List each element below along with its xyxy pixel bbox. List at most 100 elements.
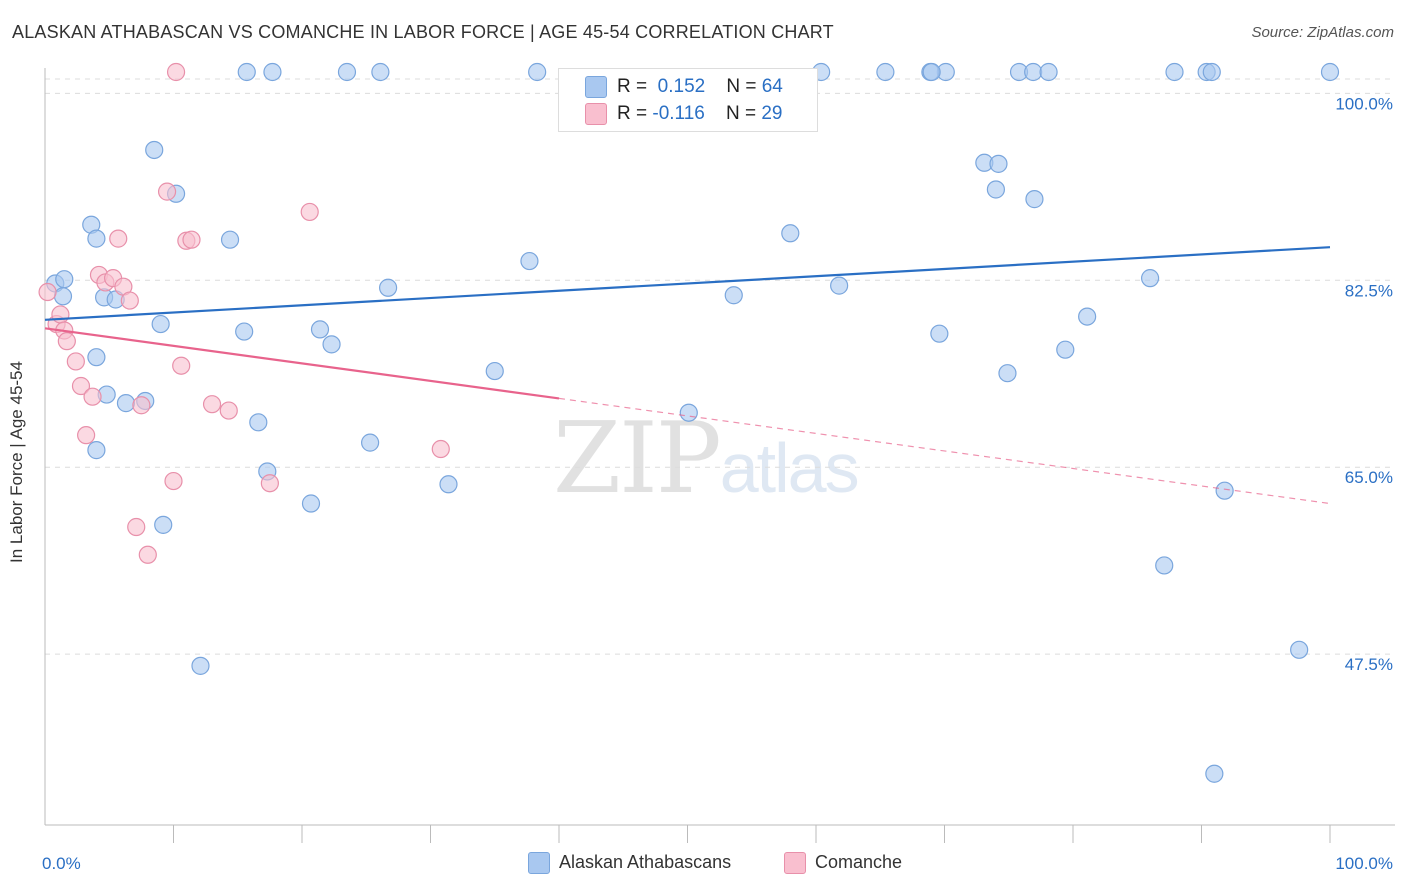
comanche-point (202, 395, 222, 414)
source-label: Source: ZipAtlas.com (1251, 24, 1394, 41)
alaskan-point (520, 251, 539, 271)
alaskan-point (1205, 764, 1224, 783)
alaskan-point (55, 270, 74, 289)
alaskan-point (724, 286, 743, 305)
alaskan-point (220, 230, 240, 249)
alaskan-point (1140, 269, 1160, 288)
comanche-point (57, 332, 76, 351)
alaskan-point (830, 276, 849, 295)
alaskan-point (679, 403, 698, 422)
comanche-point (431, 439, 450, 459)
alaskan-point (485, 361, 504, 381)
alaskan-point (337, 62, 357, 82)
alaskan-point (1039, 62, 1058, 82)
comanche-point (66, 352, 85, 371)
alaskan-point (1025, 190, 1044, 209)
alaskan-point (53, 287, 73, 306)
alaskan-point (1202, 62, 1221, 82)
alaskan-point (263, 62, 282, 82)
alaskan-point (1056, 340, 1075, 359)
alaskan-point (322, 335, 341, 354)
y-tick-label: 100.0% (1335, 94, 1393, 113)
legend-stats-comanche: R = -0.116 N = 29 (617, 103, 783, 124)
alaskan-point (876, 62, 895, 82)
alaskan-point (145, 140, 164, 160)
comanche-point (77, 426, 96, 445)
alaskan-point (371, 62, 390, 82)
alaskan-point (439, 475, 458, 494)
x-tick-label-max: 100.0% (1335, 854, 1393, 873)
comanche-legend-label: Comanche (815, 852, 903, 872)
comanche-trend-line (44, 327, 560, 400)
alaskan-point (87, 348, 106, 367)
y-tick-label: 82.5% (1345, 281, 1393, 300)
x-tick-label-min: 0.0% (42, 854, 81, 873)
comanche-point (120, 291, 139, 310)
alaskan-point (1215, 481, 1234, 500)
y-tick-label: 47.5% (1345, 655, 1393, 674)
alaskan-point (989, 154, 1008, 173)
y-tick-label: 65.0% (1345, 468, 1393, 487)
alaskan-point (930, 324, 949, 343)
alaskan-point (191, 656, 210, 675)
alaskan-trend-line (44, 246, 1331, 321)
n-value-comanche: 29 (761, 103, 783, 124)
bottom-legend-alaskan: Alaskan Athabascans (528, 852, 732, 875)
alaskan-point (151, 314, 170, 334)
comanche-trend-line-dashed (558, 397, 1331, 505)
alaskan-point (249, 413, 268, 432)
r-value-alaskan: 0.152 (657, 76, 706, 97)
alaskan-point (986, 180, 1006, 199)
comanche-point (182, 230, 201, 249)
alaskan-point (998, 364, 1017, 383)
comanche-point (51, 305, 70, 324)
y-axis-label: In Labor Force | Age 45-54 (7, 361, 26, 563)
comanche-point (83, 387, 102, 406)
alaskan-legend-swatch (528, 852, 550, 875)
legend-stats-alaskan: R = 0.152 N = 64 (617, 76, 783, 97)
alaskan-point (237, 62, 256, 82)
alaskan-legend-label: Alaskan Athabascans (559, 852, 732, 872)
alaskan-point (528, 62, 547, 82)
alaskan-point (116, 394, 136, 413)
comanche-point (166, 62, 186, 82)
r-value-comanche: -0.116 (652, 103, 705, 124)
alaskan-point (922, 62, 941, 82)
correlation-legend: R = 0.152 N = 64 R = -0.116 N = 29 (558, 68, 818, 132)
alaskan-point (361, 433, 380, 452)
alaskan-point (1165, 62, 1184, 82)
comanche-point (164, 471, 183, 491)
alaskan-point (87, 441, 106, 460)
chart-title: ALASKAN ATHABASCAN VS COMANCHE IN LABOR … (12, 22, 834, 42)
alaskan-point (781, 224, 800, 243)
comanche-point (127, 517, 146, 537)
bottom-legend-comanche: Comanche (784, 852, 903, 875)
alaskan-point (378, 278, 398, 297)
alaskan-point (87, 229, 106, 248)
alaskan-swatch (585, 76, 607, 98)
comanche-point (300, 202, 319, 222)
comanche-point (157, 182, 177, 201)
comanche-swatch (585, 103, 607, 125)
comanche-point (71, 376, 91, 396)
comanche-legend-swatch (784, 852, 806, 875)
comanche-point (172, 356, 191, 375)
alaskan-point (310, 320, 330, 339)
alaskan-point (154, 515, 173, 534)
comanche-point (132, 396, 151, 415)
alaskan-point (1024, 62, 1043, 82)
comanche-point (109, 229, 128, 248)
alaskan-point (1290, 640, 1309, 659)
n-value-alaskan: 64 (761, 76, 783, 97)
comanche-point (38, 282, 57, 302)
comanche-point (138, 545, 157, 564)
zipatlas-watermark: ZIPatlas (553, 402, 860, 516)
alaskan-point (1320, 62, 1340, 82)
comanche-point (219, 401, 238, 420)
alaskan-point (235, 322, 254, 341)
alaskan-point (1155, 556, 1174, 575)
comanche-point (260, 474, 279, 493)
alaskan-point (301, 494, 321, 513)
alaskan-point (1078, 307, 1097, 326)
